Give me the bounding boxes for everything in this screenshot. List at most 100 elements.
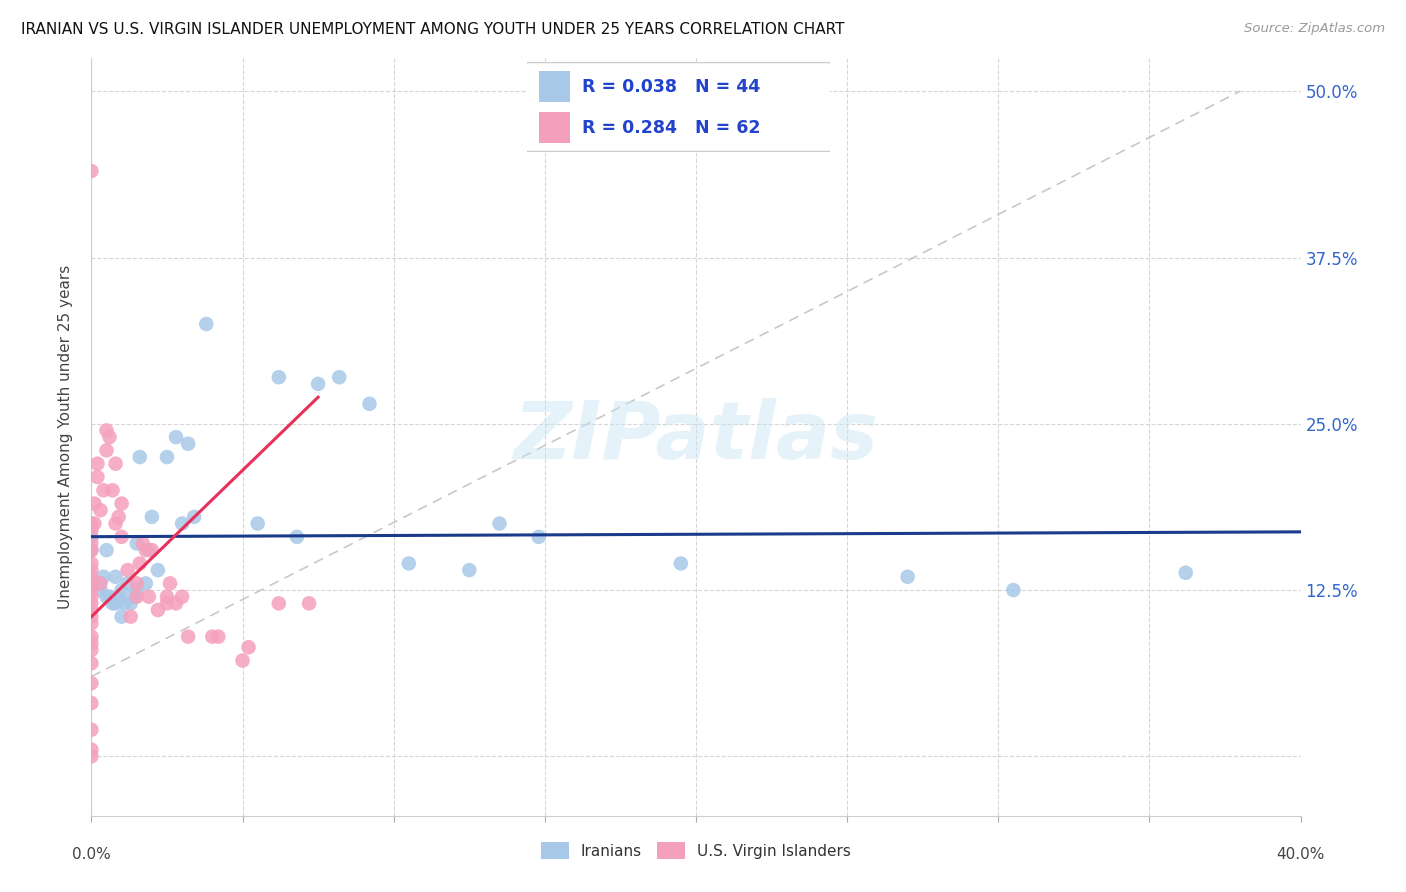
Point <box>172 516 194 531</box>
Point <box>86 457 108 471</box>
Point <box>96 590 118 604</box>
Point <box>89 576 111 591</box>
Point <box>156 596 179 610</box>
Point <box>201 630 224 644</box>
Point <box>114 596 136 610</box>
Point <box>128 450 150 464</box>
Point <box>231 654 253 668</box>
Text: R = 0.038   N = 44: R = 0.038 N = 44 <box>582 78 759 95</box>
Text: ZIPatlas: ZIPatlas <box>513 398 879 476</box>
Point <box>80 164 103 178</box>
Point <box>138 590 160 604</box>
Point <box>80 596 103 610</box>
Point <box>80 563 103 577</box>
Point <box>80 543 103 558</box>
Point <box>80 742 103 756</box>
Point <box>298 596 321 610</box>
Point <box>80 696 103 710</box>
Point <box>328 370 350 384</box>
Point <box>135 576 157 591</box>
Point <box>527 530 550 544</box>
Point <box>111 582 132 597</box>
Point <box>141 543 163 558</box>
Point <box>146 563 169 577</box>
Text: IRANIAN VS U.S. VIRGIN ISLANDER UNEMPLOYMENT AMONG YOUTH UNDER 25 YEARS CORRELAT: IRANIAN VS U.S. VIRGIN ISLANDER UNEMPLOY… <box>21 22 845 37</box>
Point <box>80 609 103 624</box>
Point <box>267 370 290 384</box>
Point <box>86 470 108 484</box>
Point <box>80 570 103 584</box>
Point <box>111 530 132 544</box>
Point <box>177 436 200 450</box>
Point <box>488 516 510 531</box>
Point <box>80 523 103 537</box>
Point <box>125 536 148 550</box>
Point <box>125 590 148 604</box>
Point <box>80 536 103 550</box>
Point <box>125 582 148 597</box>
Text: 0.0%: 0.0% <box>72 847 111 862</box>
Point <box>669 557 692 571</box>
Point <box>1002 582 1025 597</box>
Point <box>238 640 260 655</box>
Point <box>80 643 103 657</box>
Point <box>101 483 124 498</box>
Point <box>104 596 127 610</box>
Point <box>98 430 121 444</box>
Point <box>107 590 129 604</box>
Point <box>96 443 118 458</box>
Point <box>80 616 103 631</box>
Point <box>398 557 420 571</box>
Point <box>359 397 381 411</box>
Point <box>195 317 218 331</box>
Point <box>125 576 148 591</box>
Point <box>96 424 118 438</box>
Point <box>93 483 115 498</box>
Point <box>122 590 145 604</box>
Point <box>89 503 111 517</box>
Point <box>111 609 132 624</box>
Point <box>177 630 200 644</box>
Point <box>80 676 103 690</box>
Point <box>165 430 187 444</box>
Point <box>307 376 329 391</box>
Point <box>120 596 142 610</box>
Point <box>104 516 127 531</box>
Point <box>83 497 105 511</box>
Point <box>80 530 103 544</box>
Point <box>80 636 103 650</box>
Point <box>80 723 103 737</box>
Point <box>246 516 269 531</box>
Point <box>104 457 127 471</box>
Point <box>138 543 160 558</box>
FancyBboxPatch shape <box>540 112 569 143</box>
Point <box>104 570 127 584</box>
Point <box>80 603 103 617</box>
Text: 40.0%: 40.0% <box>1277 847 1324 862</box>
Point <box>156 590 179 604</box>
Point <box>117 576 139 591</box>
Point <box>1174 566 1197 580</box>
Point <box>80 749 103 764</box>
Point <box>89 582 111 597</box>
Point <box>98 590 121 604</box>
Point <box>159 576 181 591</box>
Point <box>285 530 308 544</box>
Point <box>897 570 920 584</box>
Point <box>93 570 115 584</box>
Point <box>80 657 103 671</box>
Point <box>128 557 150 571</box>
Point <box>111 497 132 511</box>
Point <box>96 543 118 558</box>
Point <box>172 590 194 604</box>
Point <box>101 596 124 610</box>
Point <box>80 582 103 597</box>
Point <box>207 630 229 644</box>
Point <box>165 596 187 610</box>
Point <box>183 509 205 524</box>
Point <box>117 563 139 577</box>
Text: Source: ZipAtlas.com: Source: ZipAtlas.com <box>1244 22 1385 36</box>
Point <box>146 603 169 617</box>
Point <box>83 516 105 531</box>
Point <box>458 563 481 577</box>
